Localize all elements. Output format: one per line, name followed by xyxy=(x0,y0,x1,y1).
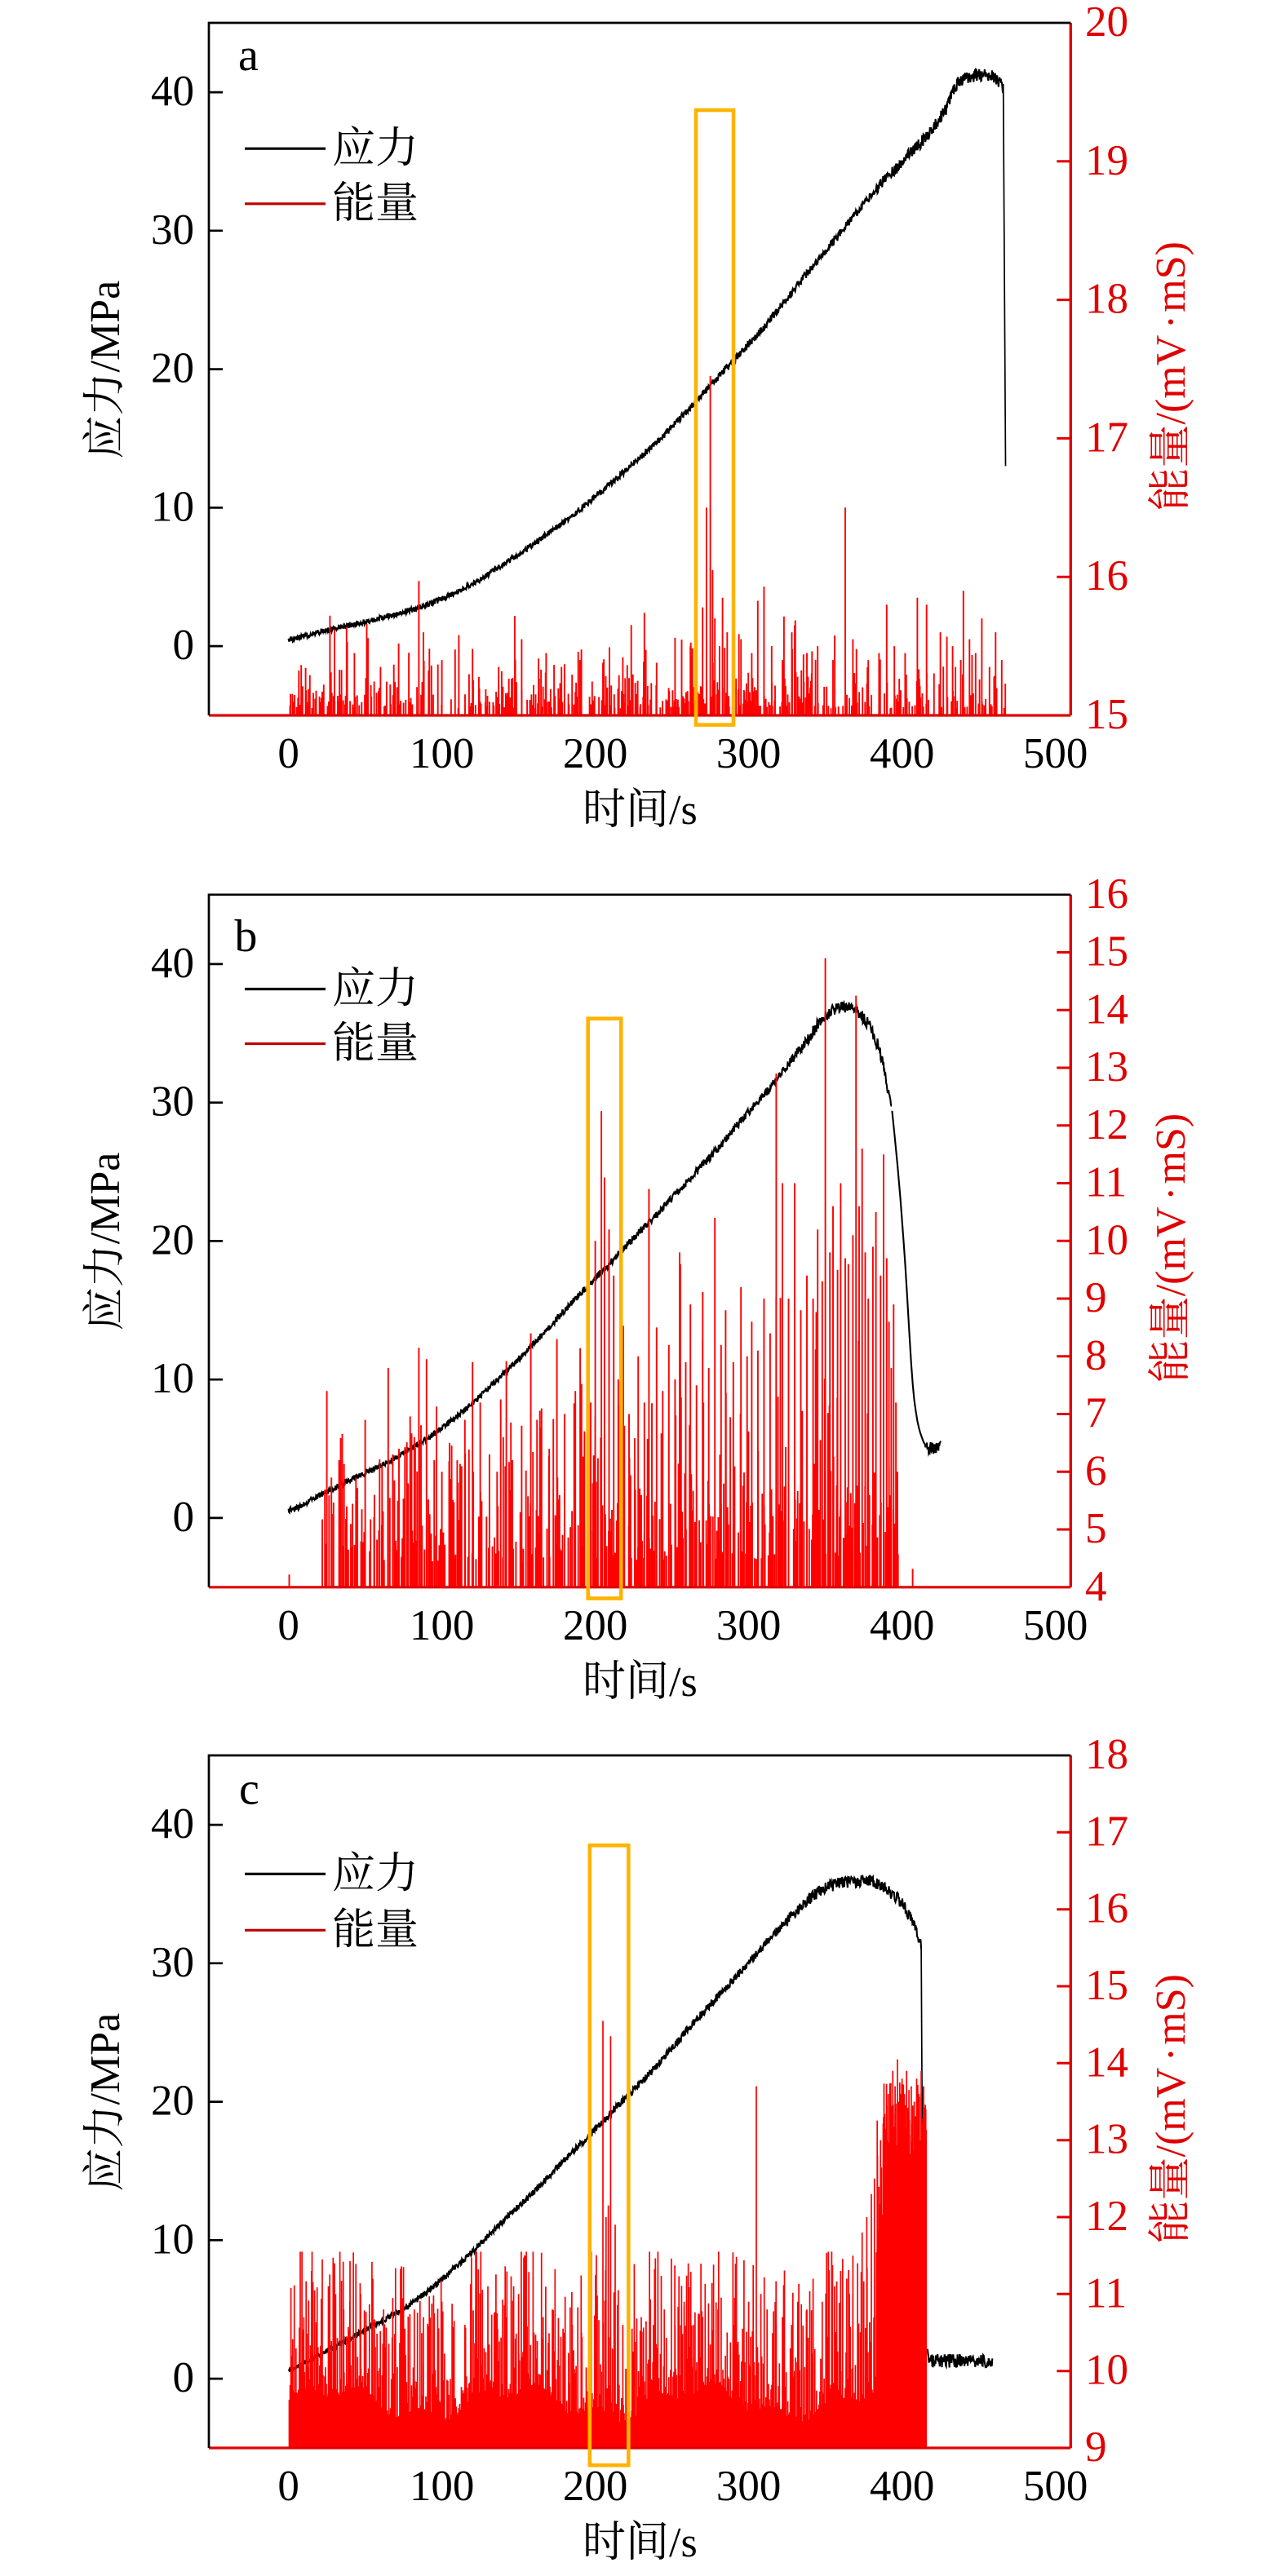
svg-text:30: 30 xyxy=(151,206,194,254)
svg-text:10: 10 xyxy=(151,1355,194,1402)
svg-text:10: 10 xyxy=(151,2215,194,2263)
svg-text:/s: /s xyxy=(669,2520,698,2566)
svg-text:/(mV: /(mV xyxy=(1148,2068,1194,2158)
svg-text:18: 18 xyxy=(1085,276,1128,323)
svg-text:9: 9 xyxy=(1085,1274,1107,1321)
svg-text:500: 500 xyxy=(1023,730,1088,777)
svg-text:·: · xyxy=(1148,2047,1194,2061)
svg-text:12: 12 xyxy=(1085,2193,1128,2240)
svg-text:17: 17 xyxy=(1085,414,1128,461)
svg-text:16: 16 xyxy=(1085,552,1128,600)
svg-text:17: 17 xyxy=(1085,1808,1128,1855)
svg-text:5: 5 xyxy=(1085,1505,1107,1552)
svg-text:40: 40 xyxy=(151,940,194,987)
svg-text:0: 0 xyxy=(173,1494,195,1541)
svg-text:20: 20 xyxy=(151,1216,194,1264)
svg-text:200: 200 xyxy=(563,730,628,777)
svg-text:19: 19 xyxy=(1085,137,1128,184)
svg-text:0: 0 xyxy=(277,730,299,777)
svg-text:20: 20 xyxy=(151,345,194,392)
svg-text:20: 20 xyxy=(1085,0,1128,46)
svg-text:11: 11 xyxy=(1085,1159,1127,1206)
svg-text:18: 18 xyxy=(1085,1731,1128,1778)
svg-text:500: 500 xyxy=(1023,2463,1088,2510)
svg-text:/s: /s xyxy=(669,1659,698,1706)
svg-text:12: 12 xyxy=(1085,1101,1128,1149)
svg-text:100: 100 xyxy=(410,1602,475,1649)
svg-text:16: 16 xyxy=(1085,870,1128,918)
svg-text:mS): mS) xyxy=(1148,1113,1194,1184)
svg-text:30: 30 xyxy=(151,1078,194,1126)
svg-text:/(mV: /(mV xyxy=(1148,1207,1194,1297)
svg-text:7: 7 xyxy=(1085,1390,1107,1437)
svg-text:400: 400 xyxy=(870,2463,935,2510)
svg-text:·: · xyxy=(1148,1187,1194,1201)
svg-text:400: 400 xyxy=(870,730,935,777)
svg-text:a: a xyxy=(238,30,259,81)
svg-text:c: c xyxy=(239,1764,259,1815)
svg-text:13: 13 xyxy=(1085,1043,1128,1091)
svg-text:14: 14 xyxy=(1085,985,1128,1033)
svg-text:200: 200 xyxy=(563,2463,628,2510)
svg-text:40: 40 xyxy=(151,68,194,115)
svg-text:10: 10 xyxy=(151,483,194,530)
svg-text:10: 10 xyxy=(1085,2347,1128,2394)
svg-text:0: 0 xyxy=(277,1602,299,1649)
svg-text:100: 100 xyxy=(410,2463,475,2510)
svg-text:300: 300 xyxy=(716,730,782,777)
svg-text:100: 100 xyxy=(410,730,475,777)
svg-text:9: 9 xyxy=(1085,2423,1107,2471)
svg-text:13: 13 xyxy=(1085,2116,1128,2163)
svg-text:15: 15 xyxy=(1085,928,1128,976)
svg-text:·: · xyxy=(1148,315,1194,329)
svg-text:400: 400 xyxy=(870,1602,935,1649)
svg-text:20: 20 xyxy=(151,2078,194,2125)
svg-text:/(mV: /(mV xyxy=(1148,335,1194,425)
svg-text:15: 15 xyxy=(1085,691,1128,738)
svg-text:b: b xyxy=(234,911,257,962)
svg-text:300: 300 xyxy=(716,2463,782,2510)
svg-text:mS): mS) xyxy=(1148,241,1194,312)
svg-text:11: 11 xyxy=(1085,2269,1127,2317)
svg-text:/MPa: /MPa xyxy=(82,2013,129,2105)
svg-text:0: 0 xyxy=(173,622,195,669)
svg-text:/s: /s xyxy=(669,787,698,834)
svg-text:4: 4 xyxy=(1085,1563,1107,1610)
svg-text:15: 15 xyxy=(1085,1962,1128,2009)
svg-text:0: 0 xyxy=(277,2463,299,2510)
svg-text:0: 0 xyxy=(173,2354,195,2401)
svg-text:200: 200 xyxy=(563,1602,628,1649)
svg-text:/MPa: /MPa xyxy=(82,1153,129,1245)
svg-text:8: 8 xyxy=(1085,1332,1107,1379)
svg-text:/MPa: /MPa xyxy=(82,281,129,373)
svg-text:10: 10 xyxy=(1085,1216,1128,1264)
svg-text:14: 14 xyxy=(1085,2038,1128,2086)
svg-text:40: 40 xyxy=(151,1800,194,1848)
svg-text:30: 30 xyxy=(151,1939,194,1986)
svg-text:16: 16 xyxy=(1085,1885,1128,1932)
svg-text:500: 500 xyxy=(1023,1602,1088,1649)
svg-text:6: 6 xyxy=(1085,1447,1107,1494)
svg-text:300: 300 xyxy=(716,1602,782,1649)
svg-text:mS): mS) xyxy=(1148,1974,1194,2045)
